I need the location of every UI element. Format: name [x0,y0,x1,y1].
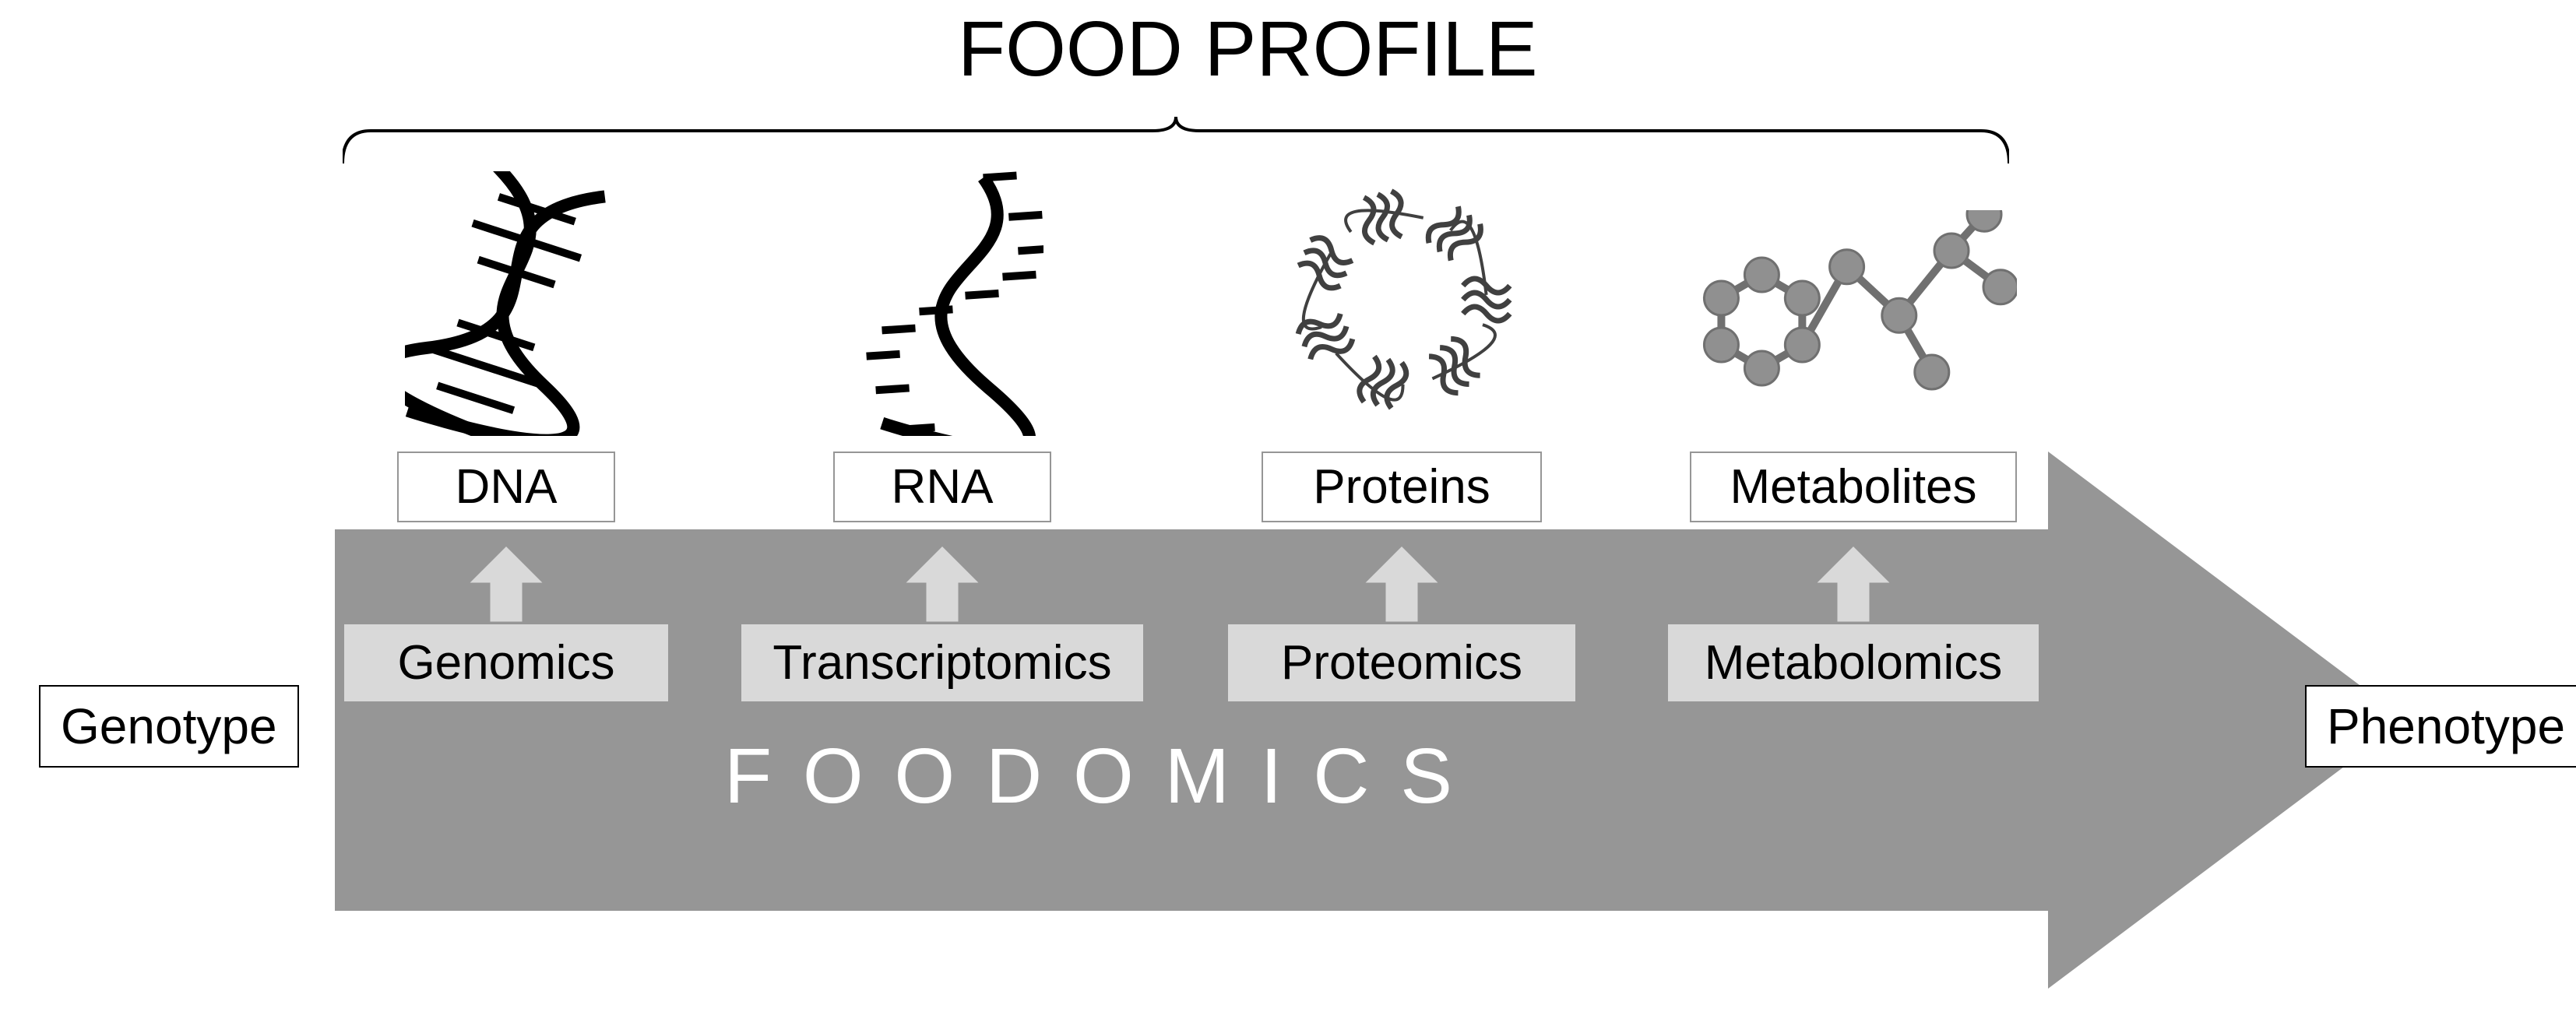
proteins-up-arrow [1363,545,1441,627]
up-arrow-icon [1814,545,1892,623]
rna-icon-wrap [841,171,1043,436]
metabolites-icon [1690,210,2017,413]
proteins-profile-label: Proteins [1262,452,1542,522]
brace-icon [343,117,2009,163]
rna-profile-label: RNA [833,452,1051,522]
phenotype-label: Phenotype [2305,685,2576,768]
main-arrow [335,452,2406,989]
proteins-icon-wrap [1269,163,1534,436]
dna-up-arrow [467,545,545,627]
dna-icon [405,171,607,436]
dna-profile-label: DNA [397,452,615,522]
metabolites-up-arrow [1814,545,1892,627]
dna-icon-wrap [405,171,607,436]
rna-up-arrow [903,545,981,627]
diagram-canvas: FOOD PROFILE F O O D O M I C S Genotype … [0,0,2576,1019]
proteins-icon [1269,163,1534,436]
rna-omics-label: Transcriptomics [740,623,1145,703]
dna-omics-label: Genomics [343,623,670,703]
metabolites-profile-label: Metabolites [1690,452,2017,522]
rna-icon [841,171,1043,436]
up-arrow-icon [467,545,545,623]
proteins-omics-label: Proteomics [1226,623,1577,703]
up-arrow-icon [903,545,981,623]
metabolites-icon-wrap [1690,210,2017,413]
title-food-profile: FOOD PROFILE [958,5,1538,94]
up-arrow-icon [1363,545,1441,623]
foodomics-label: F O O D O M I C S [724,732,1457,821]
metabolites-omics-label: Metabolomics [1666,623,2040,703]
genotype-label: Genotype [39,685,299,768]
